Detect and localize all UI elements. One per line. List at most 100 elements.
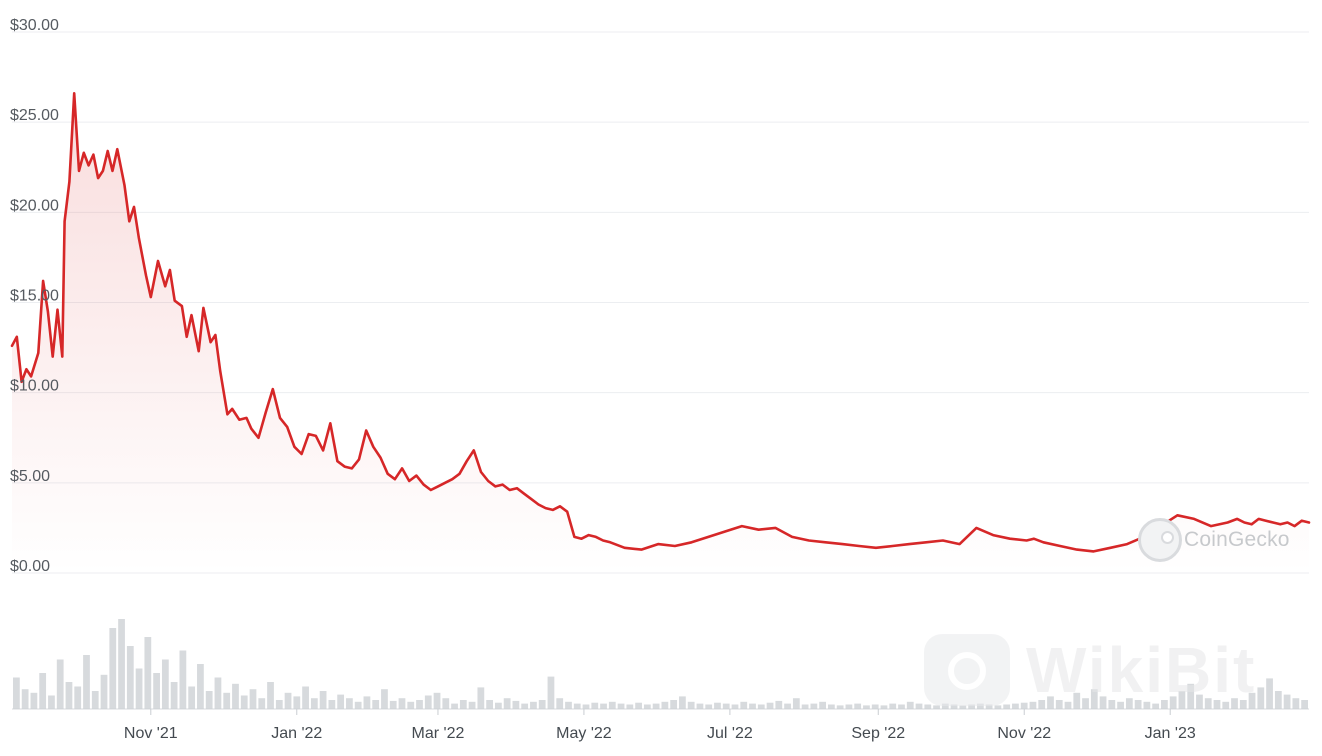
volume-bar [346,698,353,709]
volume-bar [898,704,905,709]
y-tick-label: $30.00 [10,17,59,34]
price-point [523,492,525,495]
volume-bar [810,703,818,709]
volume-bar [240,695,248,709]
volume-bar [547,676,555,709]
volume-bar [179,650,187,709]
volume-bar [643,704,651,709]
price-point [322,449,324,452]
volume-bar [924,704,932,709]
price-point [329,422,332,425]
wikibit-watermark-text: WikiBit [1026,634,1257,706]
volume-bar [310,698,318,709]
volume-bar [1301,700,1308,709]
coingecko-watermark: CoinGecko [1138,518,1290,562]
price-point [11,345,13,347]
volume-bar [13,677,20,709]
volume-bar [959,705,967,709]
price-point [1308,521,1310,524]
volume-bar [705,704,713,709]
price-point [595,536,597,538]
price-point [516,487,518,490]
price-point [202,307,205,309]
volume-bar [381,689,388,709]
price-point [1293,525,1296,527]
volume-bar [144,637,152,709]
price-point [157,260,159,262]
volume-bar [459,700,467,709]
volume-bar [652,703,660,709]
price-point [494,485,497,488]
x-tick-label: Nov '21 [124,725,178,742]
x-tick-label: Jul '22 [707,725,753,742]
price-point [430,489,432,491]
volume-bar [109,628,117,709]
y-tick-label: $15.00 [10,288,59,305]
price-point [1059,545,1061,547]
volume-bar [512,700,520,709]
price-point [1286,521,1289,524]
volume-bars [13,619,1308,709]
price-point [264,411,267,414]
volume-bar [994,705,1002,709]
volume-bar [608,701,616,709]
y-tick-label: $10.00 [10,378,59,395]
price-point [707,536,710,538]
volume-bar [679,696,686,709]
price-point [286,426,289,428]
price-point [300,453,303,455]
price-point [808,539,810,542]
price-point [245,417,248,419]
price-point [365,429,368,432]
volume-bar [503,698,511,709]
volume-bar [582,704,590,709]
price-point [185,336,188,338]
price-point [169,269,171,271]
volume-bar [749,703,756,709]
price-point [379,456,382,459]
volume-bar [214,677,222,709]
price-point [231,408,233,410]
price-point [83,152,85,154]
price-point [891,545,894,547]
price-point [279,417,281,419]
volume-bar [354,701,362,709]
price-point [51,355,54,358]
volume-bar [714,702,721,709]
volume-bar [985,704,993,709]
volume-bar [39,673,47,709]
volume-bar [1038,700,1046,709]
volume-bar [83,655,90,709]
price-point [1279,523,1282,526]
volume-bar [1073,692,1081,709]
volume-bar [1082,698,1089,709]
volume-bar [915,703,923,709]
volume-bar [950,704,958,709]
price-point [975,527,978,529]
volume-bar [1117,701,1124,709]
price-point [111,170,114,172]
price-point [757,528,760,531]
volume-bar [1292,698,1300,709]
volume-bar [600,703,607,709]
price-point [1236,518,1238,520]
price-point [386,473,389,475]
price-point [47,310,49,313]
wikibit-watermark: WikiBit [924,633,1256,707]
price-point [164,285,166,288]
volume-bar [1178,691,1186,709]
y-tick-label: $0.00 [10,558,50,575]
volume-bar [451,703,458,709]
volume-bar [775,700,783,709]
volume-bar [319,691,327,709]
volume-bar [48,695,55,709]
price-point [1109,547,1112,549]
price-point [552,509,554,511]
volume-bar [941,703,949,709]
volume-bar [801,704,809,709]
price-point [25,368,28,371]
volume-bar [205,691,213,709]
volume-bar [468,701,476,709]
price-point [1033,537,1035,540]
price-point [1009,537,1011,540]
